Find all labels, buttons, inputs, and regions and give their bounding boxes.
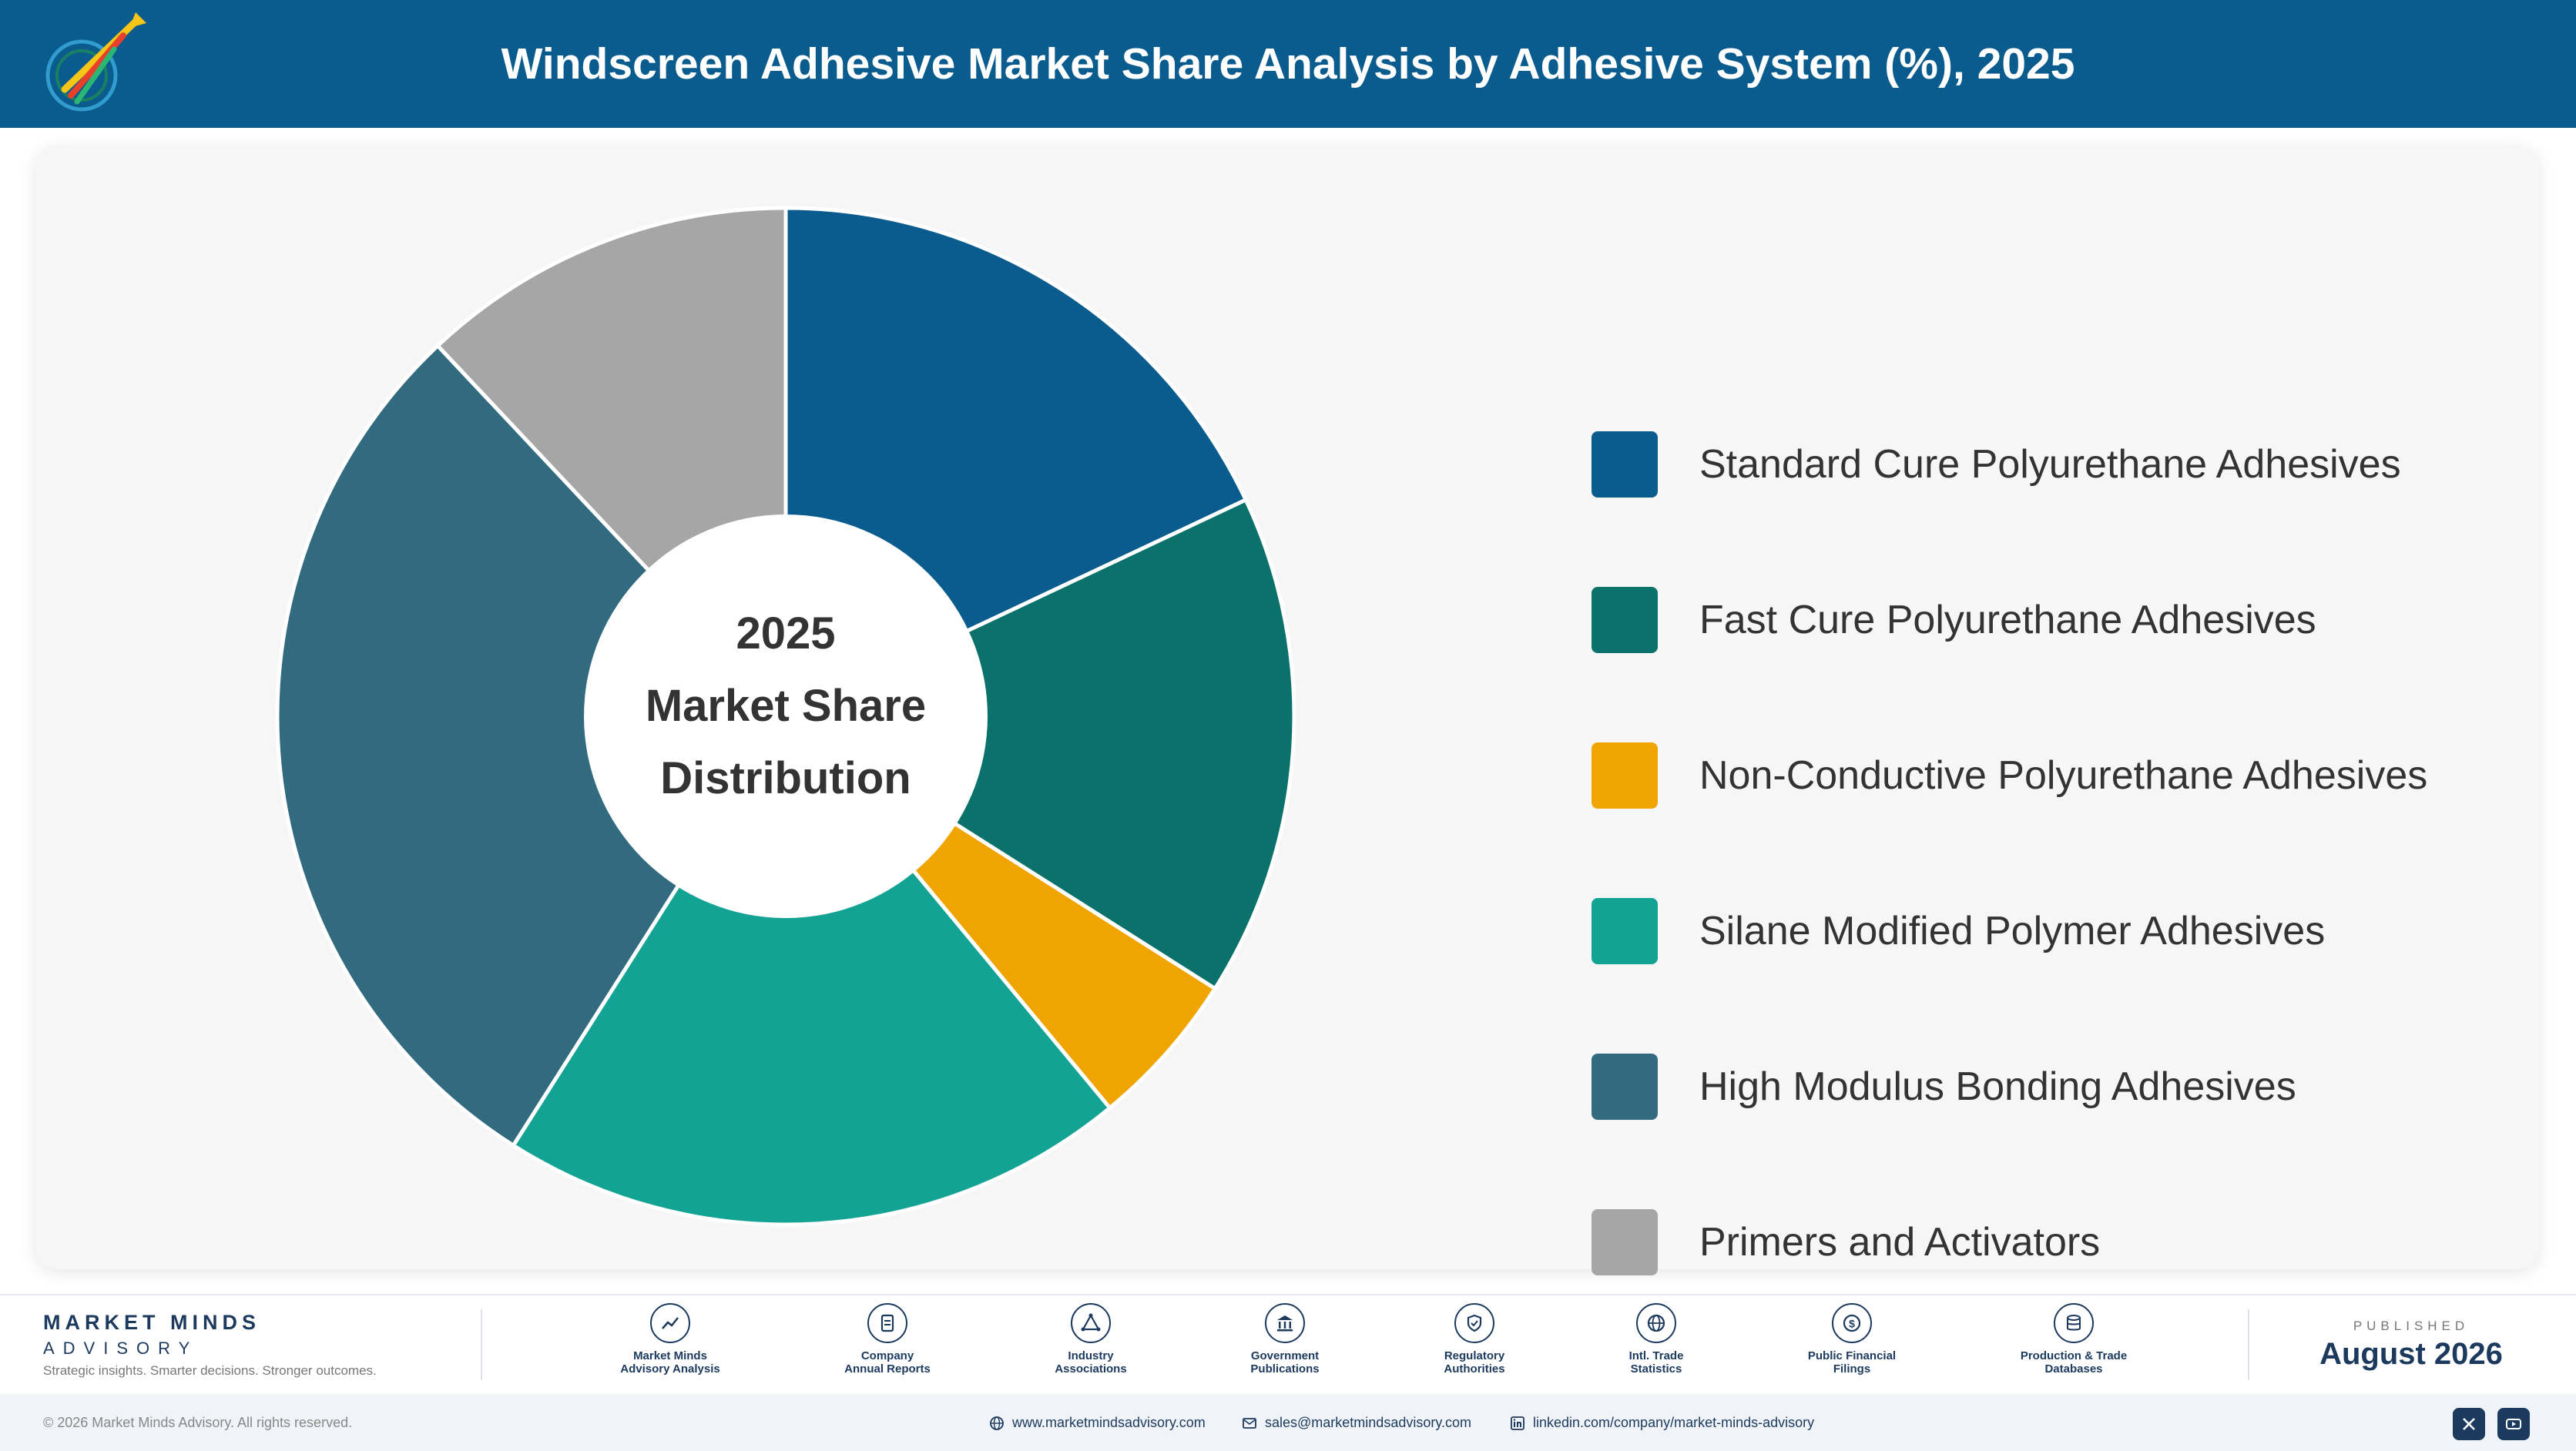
network-icon bbox=[1081, 1313, 1101, 1332]
legend-label: High Modulus Bonding Adhesives bbox=[1699, 1064, 2296, 1109]
source-item: $ Public Financial Filings bbox=[1767, 1303, 1937, 1388]
source-label: Public Financial bbox=[1807, 1349, 1897, 1362]
chart-card: 2025 Market Share Distribution Standard … bbox=[35, 146, 2539, 1275]
source-item: Intl. Trade Statistics bbox=[1571, 1303, 1741, 1388]
pie-slice-4 bbox=[510, 712, 1113, 1227]
source-label: Government bbox=[1250, 1349, 1320, 1362]
source-item: Industry Associations bbox=[1006, 1303, 1176, 1388]
legend-label: Silane Modified Polymer Adhesives bbox=[1699, 909, 2326, 953]
government-building-icon bbox=[1277, 1315, 1293, 1332]
email-link[interactable]: sales@marketmindsadvisory.com bbox=[1242, 1394, 1471, 1451]
company-logo bbox=[45, 12, 146, 112]
legend-item: Silane Modified Polymer Adhesives bbox=[1592, 898, 2554, 966]
source-label: Production & Trade bbox=[2020, 1349, 2128, 1362]
center-label-line-1: 2025 bbox=[736, 608, 835, 658]
database-icon bbox=[2067, 1315, 2081, 1331]
legend-item: Primers and Activators bbox=[1592, 1209, 2554, 1277]
published-date: August 2026 bbox=[2319, 1337, 2503, 1371]
brand-tagline: Strategic insights. Smarter decisions. S… bbox=[43, 1363, 377, 1378]
linkedin-text: linkedin.com/company/market-minds-adviso… bbox=[1533, 1415, 1815, 1430]
legend-swatch bbox=[1592, 1209, 1658, 1275]
divider bbox=[481, 1309, 482, 1380]
published-label: PUBLISHED bbox=[2353, 1319, 2470, 1333]
copyright-text: © 2026 Market Minds Advisory. All rights… bbox=[43, 1415, 353, 1430]
legend-label: Fast Cure Polyurethane Adhesives bbox=[1699, 598, 2316, 642]
source-label: Regulatory bbox=[1444, 1349, 1505, 1362]
source-item: Regulatory Authorities bbox=[1390, 1303, 1559, 1388]
footer: MARKET MINDS ADVISORY Strategic insights… bbox=[0, 1294, 2576, 1451]
legend-swatch bbox=[1592, 431, 1658, 498]
globe-icon bbox=[990, 1416, 1004, 1431]
donut-hole bbox=[584, 514, 988, 918]
youtube-icon bbox=[2506, 1419, 2521, 1429]
divider bbox=[2248, 1309, 2249, 1380]
source-label: Market Minds bbox=[633, 1349, 707, 1362]
header-bar: Windscreen Adhesive Market Share Analysi… bbox=[0, 0, 2576, 128]
youtube-social-button[interactable] bbox=[2497, 1408, 2530, 1440]
svg-text:$: $ bbox=[1849, 1318, 1855, 1330]
email-text: sales@marketmindsadvisory.com bbox=[1265, 1415, 1472, 1430]
source-label: Annual Reports bbox=[844, 1362, 931, 1376]
brand-subtitle: ADVISORY bbox=[43, 1339, 199, 1358]
globe-icon bbox=[1647, 1314, 1665, 1332]
brand-name: MARKET MINDS bbox=[43, 1311, 260, 1334]
legend-swatch bbox=[1592, 898, 1658, 964]
legend-label: Standard Cure Polyurethane Adhesives bbox=[1699, 442, 2401, 487]
source-item: Production & Trade Databases bbox=[1989, 1303, 2158, 1388]
legend-item: Standard Cure Polyurethane Adhesives bbox=[1592, 431, 2554, 499]
linkedin-link[interactable]: linkedin.com/company/market-minds-adviso… bbox=[1510, 1394, 1814, 1451]
source-label: Authorities bbox=[1444, 1362, 1505, 1376]
legend-item: Fast Cure Polyurethane Adhesives bbox=[1592, 587, 2554, 655]
legend-swatch bbox=[1592, 587, 1658, 653]
website-link[interactable]: www.marketmindsadvisory.com bbox=[989, 1394, 1206, 1451]
source-label: Company bbox=[860, 1349, 914, 1362]
source-item: Government Publications bbox=[1200, 1303, 1370, 1388]
legend-item: High Modulus Bonding Adhesives bbox=[1592, 1054, 2554, 1121]
source-label: Databases bbox=[2044, 1362, 2103, 1376]
source-item: Company Annual Reports bbox=[803, 1303, 972, 1388]
legend-swatch bbox=[1592, 742, 1658, 809]
source-label: Industry bbox=[1068, 1349, 1114, 1362]
pie-slice-2 bbox=[781, 497, 1296, 992]
center-label-line-3: Distribution bbox=[660, 753, 911, 803]
legend-item: Non-Conductive Polyurethane Adhesives bbox=[1592, 742, 2554, 810]
document-icon bbox=[880, 1314, 894, 1332]
x-icon bbox=[2463, 1418, 2475, 1430]
legend-label: Primers and Activators bbox=[1699, 1220, 2101, 1265]
website-text: www.marketmindsadvisory.com bbox=[1012, 1415, 1206, 1430]
dollar-icon: $ bbox=[1843, 1314, 1861, 1332]
mail-icon bbox=[1243, 1418, 1256, 1429]
legend-swatch bbox=[1592, 1054, 1658, 1120]
bottom-bar: © 2026 Market Minds Advisory. All rights… bbox=[0, 1394, 2576, 1451]
x-social-button[interactable] bbox=[2453, 1408, 2485, 1440]
source-label: Intl. Trade bbox=[1628, 1349, 1684, 1362]
donut-chart: 2025 Market Share Distribution bbox=[275, 206, 1296, 1227]
shield-icon bbox=[1467, 1314, 1482, 1332]
legend-label: Non-Conductive Polyurethane Adhesives bbox=[1699, 753, 2428, 798]
page-title: Windscreen Adhesive Market Share Analysi… bbox=[501, 39, 2075, 89]
source-label: Publications bbox=[1250, 1362, 1320, 1376]
pie-slice-5 bbox=[275, 343, 789, 1148]
source-label: Statistics bbox=[1630, 1362, 1682, 1376]
linkedin-icon bbox=[1511, 1416, 1524, 1431]
center-label-line-2: Market Share bbox=[646, 681, 926, 731]
line-chart-icon bbox=[662, 1317, 679, 1329]
source-label: Filings bbox=[1833, 1362, 1871, 1376]
source-label: Associations bbox=[1055, 1362, 1127, 1376]
source-label: Advisory Analysis bbox=[620, 1362, 720, 1376]
source-item: Market Minds Advisory Analysis bbox=[585, 1303, 755, 1388]
